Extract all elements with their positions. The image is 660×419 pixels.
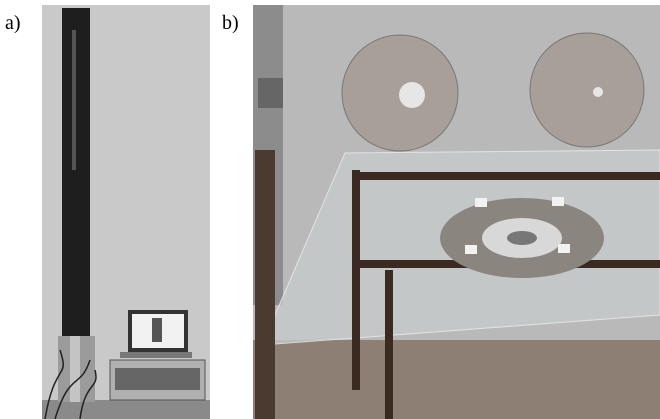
photo-a <box>42 5 210 419</box>
figure: a) b) <box>0 0 660 419</box>
panel-label: a) <box>5 12 21 35</box>
photos <box>0 0 660 419</box>
panel-label: b) <box>222 12 239 35</box>
photo-b <box>253 5 660 419</box>
